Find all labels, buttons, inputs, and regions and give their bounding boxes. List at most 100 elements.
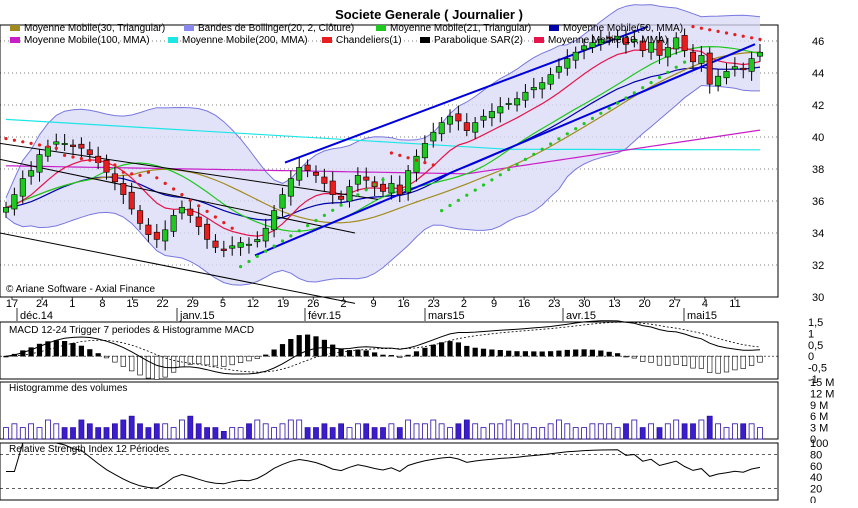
sar-dot: [79, 157, 83, 161]
volume-bar: [505, 419, 512, 440]
candle-body: [740, 67, 747, 71]
macd-histogram-bar: [472, 347, 478, 357]
volume-bar: [757, 427, 763, 440]
volume-bar: [363, 423, 370, 440]
sar-dot: [88, 158, 92, 162]
volume-bar: [648, 423, 654, 440]
volume-bar: [690, 423, 696, 440]
volume-bar: [204, 427, 211, 440]
sar-dot: [373, 183, 377, 187]
sar-dot: [557, 137, 561, 141]
trend-channel-line: [0, 232, 356, 304]
sar-dot: [666, 70, 670, 74]
candle-body: [748, 58, 755, 72]
sar-dot: [4, 137, 8, 141]
macd-histogram-bar: [573, 349, 579, 357]
sar-dot: [741, 34, 745, 38]
macd-histogram-bar: [304, 334, 311, 357]
candle-body: [514, 98, 521, 106]
candle-body: [698, 55, 705, 64]
volume-bar: [497, 423, 504, 440]
macd-histogram-bar: [346, 350, 353, 357]
candle-body: [170, 215, 177, 232]
volume-bar: [45, 419, 51, 440]
macd-histogram-bar: [388, 355, 395, 357]
legend-swatch: [10, 25, 20, 31]
candle-body: [2, 207, 10, 213]
legend-label: Moyenne Mobile(10, MMA): [548, 35, 668, 46]
candle-body: [287, 178, 294, 197]
macd-histogram-bar: [723, 355, 730, 373]
bollinger-band-fill: [6, 4, 760, 286]
bollinger-upper-line: [5, 4, 761, 199]
macd-histogram-bar: [648, 355, 654, 363]
candle-body: [329, 180, 336, 195]
legend: Moyenne Mobile(30, Triangular) Bandes de …: [10, 23, 683, 46]
volume-bar: [112, 423, 118, 440]
sar-dot: [414, 158, 419, 162]
macd-histogram-bar: [497, 349, 503, 357]
volume-y-tick: 0: [810, 434, 816, 446]
sar-dot: [565, 132, 569, 136]
sar-dot: [306, 224, 310, 228]
trend-channel-line: [0, 158, 356, 234]
price-y-tick: 46: [812, 36, 824, 48]
candle-body: [86, 149, 93, 155]
macd-histogram-bar: [606, 351, 612, 357]
volume-bar: [589, 423, 596, 440]
volume-bar: [413, 423, 420, 440]
sar-dot: [197, 204, 201, 208]
macd-histogram-bar: [380, 354, 386, 357]
macd-y-tick: -0,5: [808, 363, 827, 375]
sar-dot: [180, 193, 184, 197]
rsi-y-tick: 20: [810, 484, 822, 496]
macd-histogram-bar: [732, 355, 738, 371]
macd-histogram-bar: [271, 349, 277, 357]
sar-dot: [12, 138, 16, 142]
candle-body: [539, 82, 546, 90]
macd-histogram-bar: [137, 355, 143, 376]
candle-body: [589, 42, 596, 48]
macd-histogram-bar: [221, 355, 227, 367]
macd-histogram-bar: [112, 355, 118, 363]
volume-bar: [681, 423, 688, 440]
legend-label: Moyenne Mobile(100, MMA): [24, 35, 150, 46]
legend-label: Chandeliers(1): [336, 35, 402, 46]
candle-body: [187, 208, 194, 216]
candle-body: [111, 173, 118, 183]
macd-histogram-bar: [489, 349, 495, 357]
volume-bar: [623, 423, 629, 440]
macd-histogram-bar: [631, 355, 637, 359]
macd-histogram-bar: [238, 355, 244, 363]
price-y-tick: 40: [812, 132, 824, 144]
sar-dot: [641, 86, 645, 90]
macd-histogram-bar: [455, 342, 462, 357]
candle-body: [178, 207, 185, 214]
trend-channel-line: [254, 43, 756, 257]
sar-dot: [381, 178, 385, 182]
x-tick-label: 24: [36, 298, 48, 310]
candle-body: [648, 42, 655, 53]
macd-histogram-bar: [514, 351, 520, 357]
volume-bar: [396, 427, 403, 440]
macd-histogram-bar: [413, 351, 420, 357]
macd-histogram-bar: [154, 355, 160, 380]
sar-dot: [163, 181, 167, 185]
rsi-y-tick: 80: [810, 449, 822, 461]
price-y-tick: 44: [812, 68, 824, 80]
candle-body: [606, 36, 613, 39]
macd-histogram-bar: [589, 349, 595, 357]
volume-bar: [430, 419, 437, 440]
sar-dot: [146, 170, 150, 174]
volume-bar: [614, 427, 621, 440]
sar-dot: [255, 254, 259, 258]
candle-body: [254, 239, 261, 243]
x-tick-label: 30: [578, 298, 590, 310]
candle-body: [673, 37, 680, 50]
candle-body: [656, 39, 663, 56]
x-tick-label: 23: [548, 298, 560, 310]
candle-body: [103, 159, 110, 173]
volume-bar: [447, 427, 453, 440]
macd-y-tick: 1: [808, 328, 814, 340]
